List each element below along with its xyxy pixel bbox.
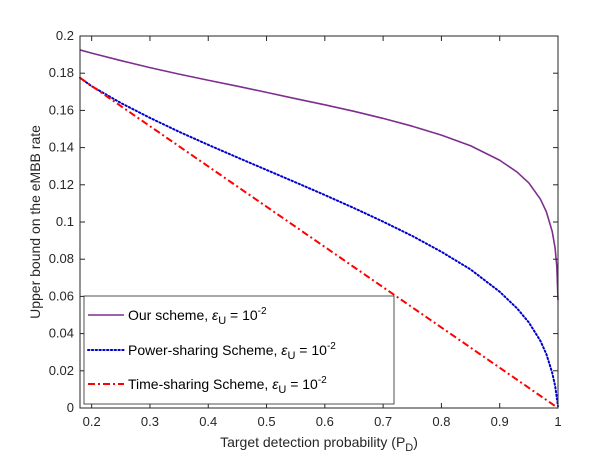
x-tick-label: 0.9	[491, 414, 509, 429]
ticks-layer: 0.2 0.3 0.4 0.5 0.6 0.7 0.8 0.9 1 0 0.02 0.04 0.06 0.…	[49, 28, 562, 429]
x-tick-label: 0.8	[432, 414, 450, 429]
legend-entry-time-sharing: Time-sharing Scheme, εU = 10-2	[128, 375, 327, 396]
x-tick-label: 0.5	[257, 414, 275, 429]
x-tick-label: 0.6	[316, 414, 334, 429]
epsilon-symbol: ε	[272, 376, 279, 392]
x-axis-title-sub: D	[405, 442, 413, 454]
y-tick-label: 0.04	[49, 326, 74, 341]
epsilon-symbol: ε	[212, 307, 219, 323]
epsilon-symbol: ε	[281, 342, 288, 358]
legend: Our scheme, εU = 10-2 Power-sharing Sche…	[83, 295, 395, 405]
legend-label-our-scheme: Our scheme,	[128, 307, 212, 323]
legend-exp-time-sharing: -2	[318, 375, 327, 386]
x-tick-label: 0.4	[199, 414, 217, 429]
legend-eps-sub-our-scheme: U	[218, 315, 226, 327]
legend-eps-sub-power-sharing: U	[287, 350, 295, 362]
x-tick-label: 0.3	[141, 414, 159, 429]
series-line-time-sharing-scheme	[79, 77, 559, 409]
legend-label-power-sharing: Power-sharing Scheme,	[128, 342, 281, 358]
x-tick-label: 0.2	[83, 414, 101, 429]
y-tick-label: 0.08	[49, 251, 74, 266]
legend-eq-our-scheme: = 10	[226, 307, 258, 323]
y-tick-label: 0.16	[49, 102, 74, 117]
legend-box	[83, 295, 395, 405]
legend-eq-time-sharing: = 10	[286, 376, 318, 392]
x-axis-title: Target detection probability (PD)	[220, 434, 418, 454]
x-tick-label: 1	[554, 414, 561, 429]
series-line-our-scheme	[79, 49, 559, 301]
y-tick-label: 0.18	[49, 65, 74, 80]
series-layer	[79, 49, 559, 409]
legend-eps-sub-time-sharing: U	[278, 384, 286, 396]
x-tick-label: 0.7	[374, 414, 392, 429]
x-axis-title-main: Target detection probability (P	[220, 434, 405, 450]
y-tick-label: 0.14	[49, 140, 74, 155]
y-tick-label: 0.02	[49, 363, 74, 378]
legend-entry-power-sharing: Power-sharing Scheme, εU = 10-2	[128, 341, 336, 362]
y-tick-label: 0.12	[49, 177, 74, 192]
y-tick-label: 0	[67, 400, 74, 415]
x-axis-title-suffix: )	[413, 434, 418, 450]
y-tick-label: 0.06	[49, 288, 74, 303]
legend-entry-our-scheme: Our scheme, εU = 10-2	[128, 306, 267, 327]
legend-exp-power-sharing: -2	[327, 341, 336, 352]
legend-label-time-sharing: Time-sharing Scheme,	[128, 376, 272, 392]
legend-eq-power-sharing: = 10	[295, 342, 327, 358]
series-line-power-sharing-scheme	[79, 76, 559, 408]
y-axis-title: Upper bound on the eMBB rate	[27, 125, 43, 319]
legend-exp-our-scheme: -2	[258, 306, 267, 317]
y-tick-label: 0.1	[56, 214, 74, 229]
y-tick-label: 0.2	[56, 28, 74, 43]
